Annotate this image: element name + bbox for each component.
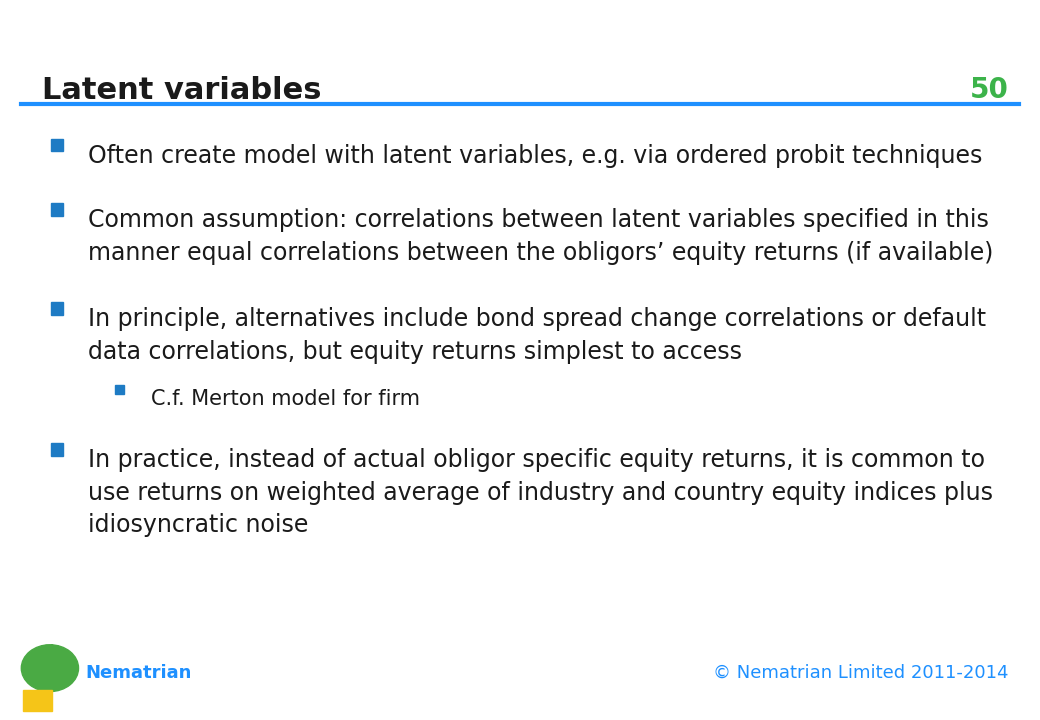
Text: Common assumption: correlations between latent variables specified in this
manne: Common assumption: correlations between … (88, 209, 994, 265)
Bar (114, 385, 125, 395)
Text: In practice, instead of actual obligor specific equity returns, it is common to
: In practice, instead of actual obligor s… (88, 448, 993, 537)
Text: Latent variables: Latent variables (42, 76, 321, 104)
Text: C.f. Merton model for firm: C.f. Merton model for firm (151, 389, 420, 409)
Bar (23, 690, 52, 711)
Bar (51, 302, 63, 315)
Text: In principle, alternatives include bond spread change correlations or default
da: In principle, alternatives include bond … (88, 307, 987, 364)
Text: 50: 50 (970, 76, 1009, 104)
Text: Often create model with latent variables, e.g. via ordered probit techniques: Often create model with latent variables… (88, 144, 983, 168)
Bar (51, 204, 63, 216)
Bar (51, 139, 63, 151)
Text: Nematrian: Nematrian (85, 664, 191, 683)
Text: © Nematrian Limited 2011-2014: © Nematrian Limited 2011-2014 (713, 664, 1009, 683)
Bar (51, 443, 63, 456)
Ellipse shape (21, 645, 79, 691)
